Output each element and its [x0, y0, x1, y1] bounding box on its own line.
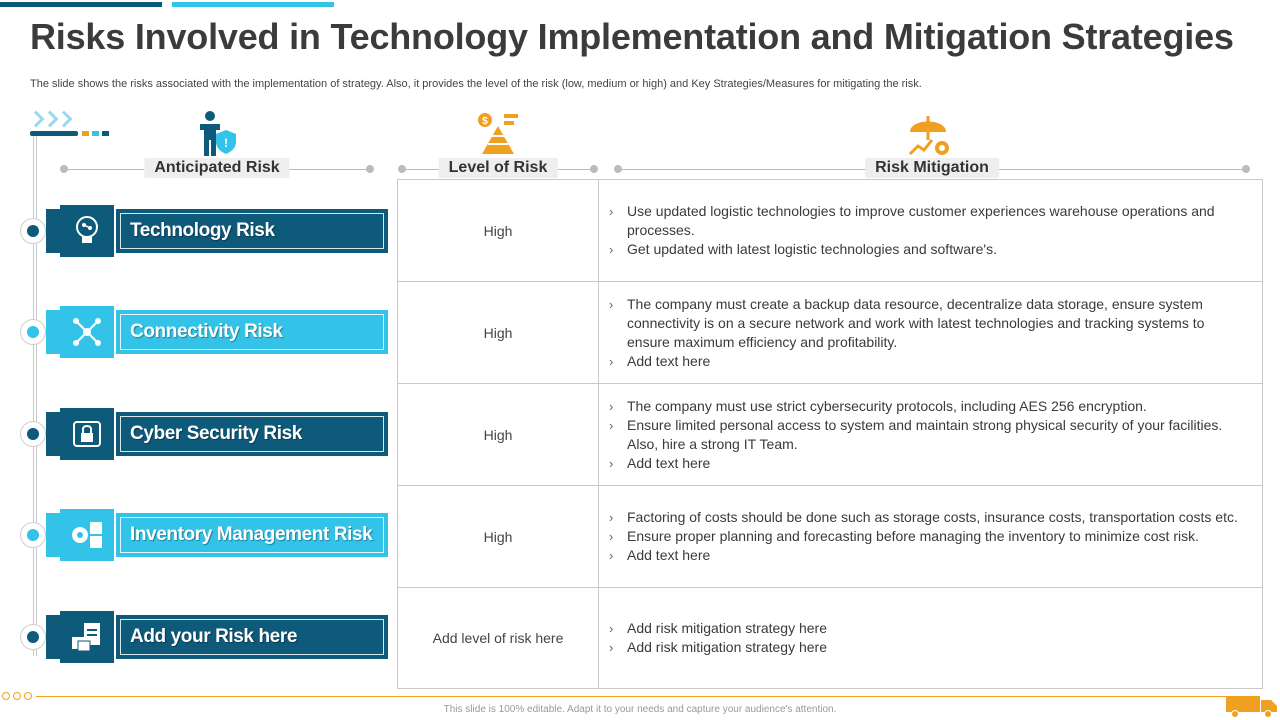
- header-anticipated-risk-label: Anticipated Risk: [144, 158, 290, 178]
- risk-row-technology: Technology Risk: [20, 205, 390, 257]
- risk-card: Connectivity Risk: [46, 306, 388, 358]
- risk-name: Add your Risk here: [130, 626, 298, 647]
- mitigation-text: Ensure limited personal access to system…: [627, 416, 1223, 452]
- mitigation-text: Add text here: [627, 352, 711, 369]
- mitigation-text: Get updated with latest logistic technol…: [627, 241, 997, 257]
- risk-card: Add your Risk here: [46, 611, 388, 663]
- mitigation-list: › Use updated logistic technologies to im…: [599, 180, 1262, 281]
- timeline-node: [20, 421, 46, 447]
- risk-level: Add level of risk here: [398, 588, 599, 688]
- header-risk-mitigation: Risk Mitigation: [614, 158, 1250, 180]
- risk-row-inventory: Inventory Management Risk: [20, 509, 390, 561]
- table-row: High › The company must use strict cybers…: [398, 384, 1262, 486]
- list-item: › Add text here: [609, 547, 711, 563]
- mitigation-text: Use updated logistic technologies to imp…: [627, 203, 1215, 238]
- mitigation-text: Add risk mitigation strategy here: [627, 620, 827, 636]
- mitigation-list: › Add risk mitigation strategy here › Add …: [599, 588, 1262, 688]
- inventory-gear-icon: [60, 509, 114, 561]
- network-connectivity-icon: [60, 306, 114, 358]
- risk-card: Cyber Security Risk: [46, 408, 388, 460]
- mitigation-text: The company must create a backup data re…: [627, 295, 1205, 350]
- risk-table: High › Use updated logistic technologies …: [397, 179, 1263, 689]
- list-item: › Ensure proper planning and forecasting …: [609, 528, 1199, 544]
- timeline-node: [20, 319, 46, 345]
- mitigation-list: › Factoring of costs should be done such …: [599, 486, 1262, 587]
- list-item: › Get updated with latest logistic techno…: [609, 241, 997, 257]
- table-row: High › Factoring of costs should be done …: [398, 486, 1262, 588]
- mitigation-list: › The company must use strict cybersecuri…: [599, 384, 1262, 485]
- list-item: › Use updated logistic technologies to im…: [609, 203, 1215, 238]
- umbrella-gear-icon: [908, 116, 949, 156]
- mitigation-list: › The company must create a backup data r…: [599, 282, 1262, 383]
- mitigation-text: The company must use strict cybersecurit…: [627, 397, 1147, 414]
- decor-square-cyan: [92, 131, 99, 136]
- footer-circle: [24, 692, 32, 700]
- risk-level: High: [398, 384, 599, 485]
- timeline-node: [20, 522, 46, 548]
- top-accent-bar-dark: [0, 2, 162, 7]
- mitigation-text: Add risk mitigation strategy here: [627, 639, 827, 655]
- mitigation-text: Add text here: [627, 547, 711, 563]
- table-row: High › Use updated logistic technologies …: [398, 180, 1262, 282]
- truck-icon: [1226, 696, 1277, 718]
- top-accent-bar-light: [172, 2, 334, 7]
- timeline-line: [33, 136, 37, 656]
- table-row: Add level of risk here › Add risk mitigat…: [398, 588, 1262, 688]
- technology-bulb-icon: [60, 205, 114, 257]
- list-item: › Add risk mitigation strategy here: [609, 620, 827, 636]
- footer-note: This slide is 100% editable. Adapt it to…: [443, 704, 837, 715]
- list-item: › Ensure limited personal access to syste…: [609, 416, 1223, 452]
- pyramid-money-icon: $: [478, 113, 518, 154]
- page-subtitle: The slide shows the risks associated wit…: [30, 78, 922, 90]
- risk-row-custom: Add your Risk here: [20, 611, 390, 663]
- list-item: › The company must use strict cybersecuri…: [609, 397, 1147, 414]
- mitigation-text: Ensure proper planning and forecasting b…: [627, 528, 1199, 544]
- decor-square-orange: [82, 131, 89, 136]
- timeline-node: [20, 624, 46, 650]
- risk-name: Technology Risk: [130, 220, 275, 241]
- clipboard-boxes-icon: [60, 611, 114, 663]
- footer-circle: [2, 692, 10, 700]
- svg-text:!: !: [224, 136, 228, 150]
- mitigation-text: Add text here: [627, 454, 711, 471]
- svg-text:$: $: [482, 116, 488, 127]
- cyber-lock-icon: [60, 408, 114, 460]
- page-title: Risks Involved in Technology Implementat…: [30, 16, 1234, 57]
- chevron-decoration: [27, 110, 82, 129]
- risk-level: High: [398, 180, 599, 281]
- risk-row-connectivity: Connectivity Risk: [20, 306, 390, 358]
- decor-square-dark: [102, 131, 109, 136]
- header-anticipated-risk: Anticipated Risk: [60, 158, 374, 180]
- decor-line: [30, 131, 78, 136]
- person-shield-icon: !: [200, 111, 236, 156]
- header-risk-mitigation-label: Risk Mitigation: [865, 158, 999, 178]
- header-level-of-risk: Level of Risk: [398, 158, 598, 180]
- risk-level: High: [398, 486, 599, 587]
- risk-name: Inventory Management Risk: [130, 524, 373, 545]
- list-item: › Add risk mitigation strategy here: [609, 639, 827, 655]
- risk-name: Connectivity Risk: [130, 321, 283, 342]
- header-level-of-risk-label: Level of Risk: [438, 158, 558, 178]
- timeline-node: [20, 218, 46, 244]
- risk-row-cyber-security: Cyber Security Risk: [20, 408, 390, 460]
- list-item: › Factoring of costs should be done such …: [609, 509, 1238, 525]
- footer-line: [36, 696, 1226, 697]
- list-item: › The company must create a backup data r…: [609, 295, 1205, 350]
- footer-circle: [13, 692, 21, 700]
- table-row: High › The company must create a backup d…: [398, 282, 1262, 384]
- risk-name: Cyber Security Risk: [130, 423, 302, 444]
- mitigation-text: Factoring of costs should be done such a…: [627, 509, 1238, 525]
- list-item: › Add text here: [609, 454, 711, 471]
- list-item: › Add text here: [609, 352, 711, 369]
- risk-card: Technology Risk: [46, 205, 388, 257]
- risk-level: High: [398, 282, 599, 383]
- risk-card: Inventory Management Risk: [46, 509, 388, 561]
